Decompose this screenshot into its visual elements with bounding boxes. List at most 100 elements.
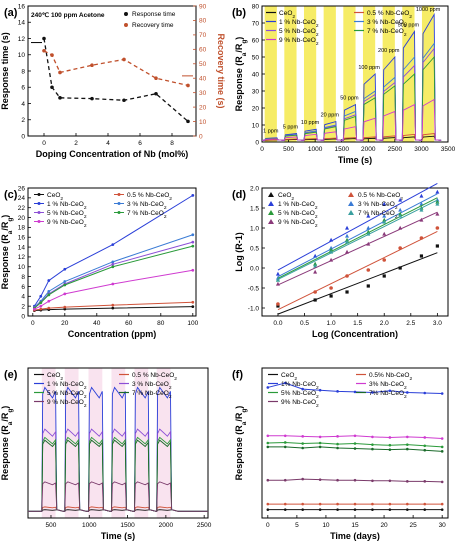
data-point — [283, 381, 287, 385]
data-point — [388, 448, 392, 451]
concentration-label: 5 ppm — [283, 124, 299, 130]
legend-marker — [37, 211, 41, 214]
x-axis-label: Log (Concentration) — [312, 329, 398, 339]
y-tick-label: 8 — [21, 68, 25, 75]
data-point — [440, 445, 444, 449]
data-point — [345, 239, 350, 244]
y-tick-label: 70 — [252, 20, 260, 27]
data-point — [266, 508, 270, 511]
panel-letter: (a) — [4, 7, 18, 19]
data-point — [398, 246, 402, 250]
data-point — [276, 304, 280, 308]
legend-marker — [268, 219, 274, 224]
y2-tick-label: 20 — [199, 104, 207, 111]
legend-label: 9 % Nb-CeO2 — [279, 37, 319, 47]
y-tick-label: 60 — [252, 37, 260, 44]
data-point — [313, 263, 318, 268]
data-point — [191, 233, 195, 237]
data-point — [313, 269, 318, 274]
x-tick-label: 1000 — [308, 146, 323, 153]
legend-label: 9 % Nb-CeO2 — [47, 219, 87, 229]
data-point — [186, 119, 190, 124]
x-tick-label: 500 — [283, 146, 294, 153]
data-point — [111, 306, 115, 310]
data-point — [435, 226, 440, 230]
data-point — [353, 390, 357, 394]
data-point — [345, 274, 349, 278]
gas-pulse-band — [303, 6, 317, 142]
x-tick-label: 0.0 — [273, 320, 282, 327]
data-point — [47, 293, 51, 297]
data-point — [111, 260, 115, 264]
data-point — [329, 286, 333, 290]
data-point — [111, 282, 115, 286]
legend-label: 9 % Nb-CeO2 — [278, 219, 318, 229]
data-point — [398, 207, 403, 212]
data-point — [39, 301, 43, 305]
data-point — [50, 53, 54, 57]
legend-label: 0.5 % Nb-CeO2 — [358, 192, 403, 202]
data-point — [318, 478, 322, 481]
x-tick-label: 3500 — [441, 146, 456, 153]
data-point — [345, 233, 350, 238]
data-point — [388, 443, 392, 447]
data-point — [329, 245, 334, 250]
y-tick-label: 10 — [18, 52, 26, 59]
gas-pulse-band — [421, 6, 435, 142]
data-point — [301, 477, 304, 481]
series-trace — [262, 98, 442, 141]
data-point — [329, 294, 333, 298]
data-point — [318, 441, 322, 445]
y-tick-label: 24 — [18, 195, 26, 202]
legend-label: 1% Nb-CeO2 — [281, 381, 319, 391]
data-point — [336, 502, 339, 506]
data-point — [345, 237, 350, 242]
data-point — [111, 303, 115, 307]
plot-frame — [27, 187, 197, 317]
data-point — [336, 435, 339, 438]
panel-letter: (c) — [4, 189, 18, 201]
legend-label: 7 % Nb-CeO2 — [358, 210, 398, 220]
legend-label: 5 % Nb-CeO2 — [278, 210, 318, 220]
y2-tick-label: 40 — [199, 76, 207, 83]
x-tick-label: 1.5 — [353, 320, 362, 327]
x-tick-label: 2 — [74, 140, 78, 147]
x-tick-label: 1500 — [120, 522, 135, 529]
data-point — [419, 193, 424, 198]
data-point — [336, 442, 339, 446]
data-point — [301, 508, 304, 511]
fit-line — [277, 211, 438, 286]
data-point — [440, 508, 444, 511]
y-tick-label: 1.0 — [250, 225, 259, 232]
data-point — [154, 91, 158, 96]
concentration-label: 50 ppm — [340, 96, 359, 102]
legend-label: 5 % Nb-CeO2 — [47, 210, 87, 220]
data-point — [371, 479, 374, 483]
y-tick-label: 6 — [21, 85, 25, 92]
plot-frame — [27, 367, 209, 519]
data-point — [283, 441, 287, 444]
legend-label: CeO2 — [279, 10, 295, 20]
y-tick-label: 6 — [21, 284, 25, 291]
legend-marker — [124, 23, 128, 27]
data-point — [275, 271, 280, 276]
data-point — [406, 391, 409, 394]
y-tick-label: 20 — [18, 215, 26, 222]
data-point — [47, 299, 51, 303]
data-point — [382, 231, 387, 236]
data-point — [406, 508, 409, 511]
concentration-label: 100 ppm — [358, 65, 380, 71]
x-tick-label: 0.5 — [300, 320, 309, 327]
data-point — [58, 70, 62, 75]
data-point — [301, 387, 304, 391]
data-point — [388, 508, 392, 511]
legend-label: 9% Nb-CeO2 — [281, 399, 319, 409]
data-point — [283, 508, 287, 511]
data-point — [440, 480, 444, 484]
x-tick-label: 20 — [380, 522, 388, 529]
y-tick-label: 0 — [21, 313, 25, 320]
data-point — [336, 390, 339, 393]
data-point — [63, 307, 67, 311]
y-tick-label: 0.0 — [250, 265, 259, 272]
y-axis-label: Response (Ra/Rg) — [0, 406, 14, 481]
